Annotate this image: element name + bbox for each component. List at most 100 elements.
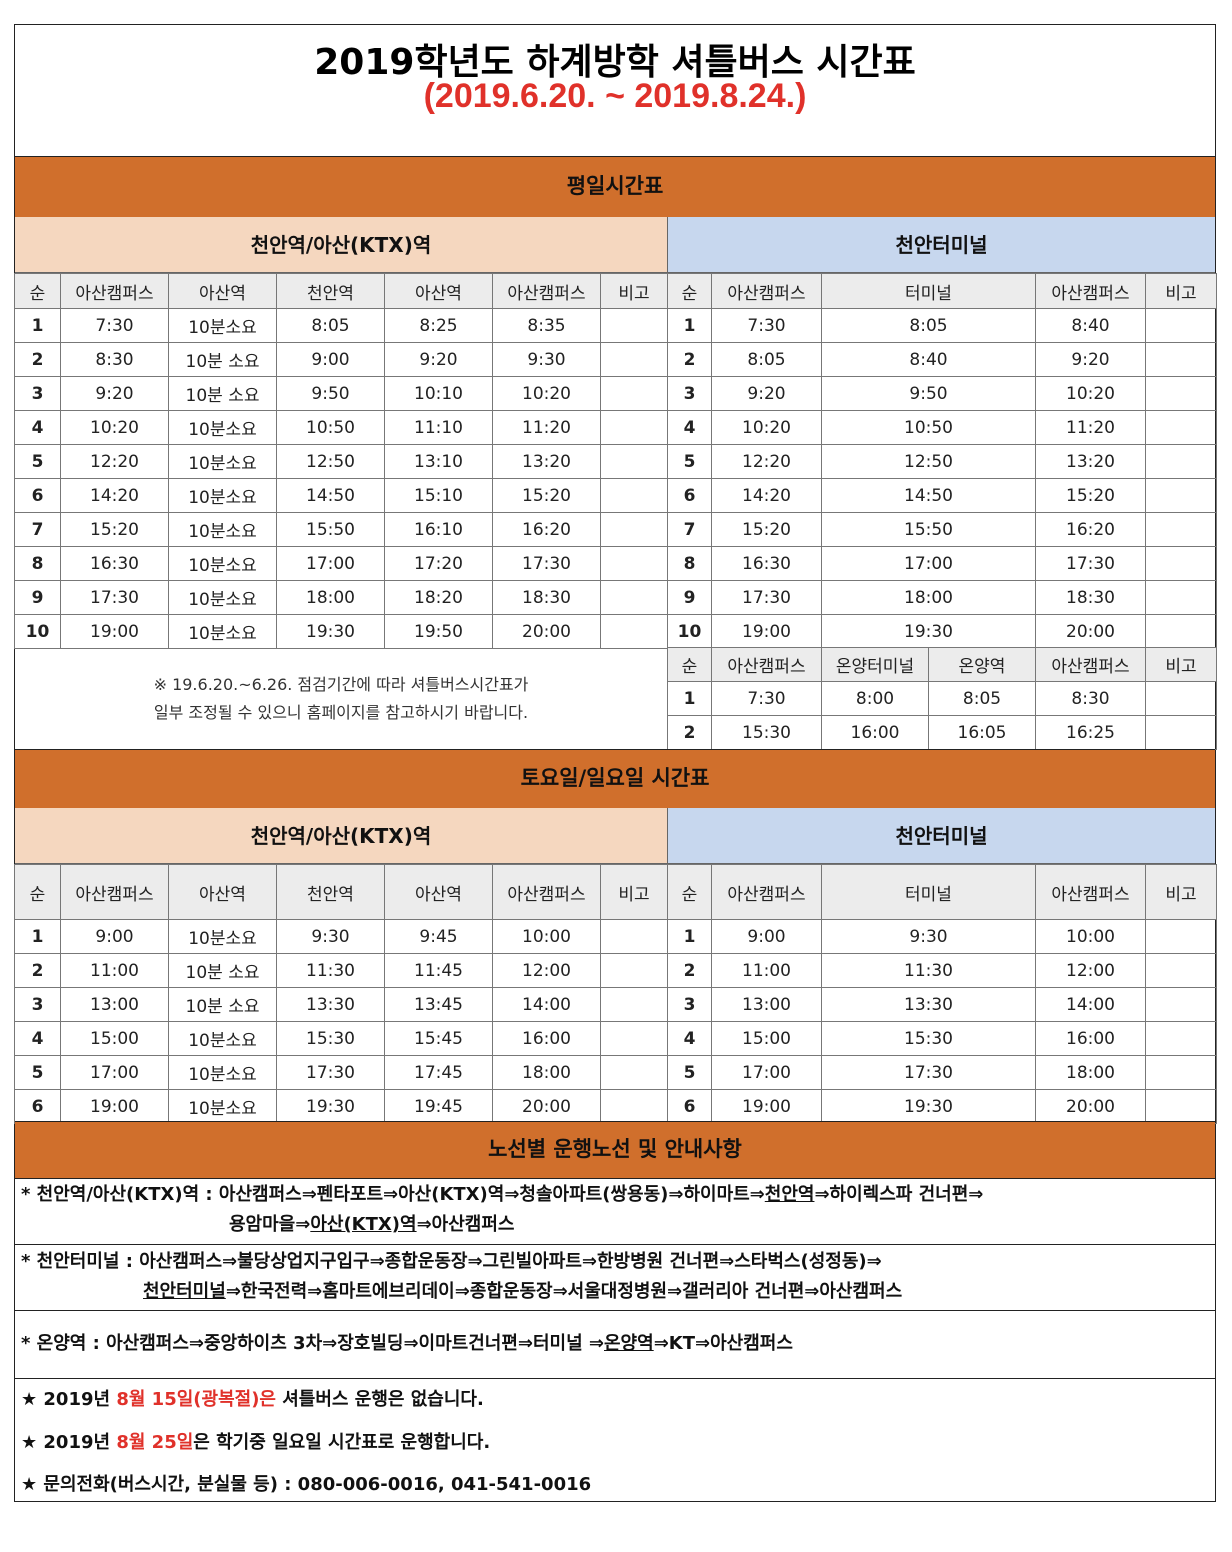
table-cell: 5 bbox=[667, 444, 712, 479]
table-cell: 16:20 bbox=[492, 512, 601, 547]
notice-sunday-b: 은 학기중 일요일 시간표로 운행합니다. bbox=[193, 1432, 491, 1453]
table-cell: 17:30 bbox=[1035, 546, 1146, 581]
table-cell: 10분소요 bbox=[168, 512, 277, 547]
table-row: 6 14:20 10분소요 14:50 15:10 15:20 bbox=[14, 478, 668, 513]
table-cell: 15:20 bbox=[492, 478, 601, 513]
table-cell: 18:30 bbox=[492, 580, 601, 615]
table-cell: 9:50 bbox=[821, 376, 1036, 411]
table-row: 2 11:00 11:30 12:00 bbox=[667, 953, 1217, 988]
table-cell: 10:00 bbox=[492, 919, 601, 954]
header-row: 순 아산캠퍼스 온양터미널 온양역 아산캠퍼스 비고 bbox=[667, 647, 1217, 682]
table-cell: 8:05 bbox=[711, 342, 822, 377]
header-row: 순 아산캠퍼스 터미널 아산캠퍼스 비고 bbox=[667, 864, 1217, 920]
notice-holiday-b: 셔틀버스 운행은 없습니다. bbox=[275, 1389, 484, 1410]
notice-contact: ★ 문의전화(버스시간, 분실물 등) : 080-006-0016, 041-… bbox=[21, 1474, 592, 1495]
table-cell: 13:30 bbox=[821, 987, 1036, 1022]
table-cell: 2 bbox=[14, 342, 61, 377]
table-cell bbox=[1145, 478, 1217, 513]
route-onyang: * 온양역 : 아산캠퍼스⇒중앙하이츠 3차⇒장호빌딩⇒이마트건너편⇒터미널 ⇒… bbox=[15, 1310, 1215, 1378]
table-cell bbox=[1145, 987, 1217, 1022]
table-row: 4 15:00 15:30 16:00 bbox=[667, 1021, 1217, 1056]
table-cell: 9:30 bbox=[492, 342, 601, 377]
table-row: 1 7:30 8:05 8:40 bbox=[667, 308, 1217, 343]
table-cell: 16:00 bbox=[492, 1021, 601, 1056]
table-cell: 13:30 bbox=[276, 987, 385, 1022]
column-header: 순 bbox=[14, 864, 61, 920]
table-cell: 10 bbox=[14, 614, 61, 649]
table-cell: 19:00 bbox=[60, 1089, 169, 1124]
table-cell: 9:20 bbox=[384, 342, 493, 377]
table-cell: 14:50 bbox=[276, 478, 385, 513]
weekday-terminal-label: 천안터미널 bbox=[667, 217, 1215, 273]
table-cell: 16:00 bbox=[821, 715, 929, 750]
table-cell: 15:45 bbox=[384, 1021, 493, 1056]
table-cell: 11:20 bbox=[492, 410, 601, 445]
table-row: 2 15:30 16:00 16:05 16:25 bbox=[667, 715, 1217, 750]
table-cell: 8:00 bbox=[821, 681, 929, 716]
table-cell: 9:20 bbox=[60, 376, 169, 411]
column-header: 아산캠퍼스 bbox=[1035, 647, 1146, 682]
table-row: 4 10:20 10:50 11:20 bbox=[667, 410, 1217, 445]
column-header: 아산캠퍼스 bbox=[711, 864, 822, 920]
column-header: 아산캠퍼스 bbox=[60, 273, 169, 309]
column-header: 순 bbox=[14, 273, 61, 309]
table-cell: 15:50 bbox=[821, 512, 1036, 547]
table-cell: 4 bbox=[14, 410, 61, 445]
table-cell bbox=[1145, 444, 1217, 479]
table-cell: 15:30 bbox=[276, 1021, 385, 1056]
table-cell: 9:20 bbox=[711, 376, 822, 411]
notice-holiday: ★ 2019년 8월 15일(광복절)은 셔틀버스 운행은 없습니다. bbox=[21, 1385, 484, 1411]
table-cell: 13:10 bbox=[384, 444, 493, 479]
title-block: 2019학년도 하계방학 셔틀버스 시간표 (2019.6.20. ~ 2019… bbox=[15, 25, 1215, 157]
table-cell bbox=[600, 342, 668, 377]
route-ktx-line2a: 용암마을⇒ bbox=[229, 1214, 311, 1235]
table-cell: 15:20 bbox=[1035, 478, 1146, 513]
table-cell: 12:00 bbox=[492, 953, 601, 988]
table-cell: 14:00 bbox=[1035, 987, 1146, 1022]
table-cell: 18:30 bbox=[1035, 580, 1146, 615]
table-row: 3 13:00 10분 소요 13:30 13:45 14:00 bbox=[14, 987, 668, 1022]
route-terminal-line2b: ⇒한국전력⇒홈마트에브리데이⇒종합운동장⇒서울대정병원⇒갤러리아 건너편⇒아산캠… bbox=[225, 1281, 903, 1302]
table-row: 5 12:20 12:50 13:20 bbox=[667, 444, 1217, 479]
table-cell: 18:00 bbox=[821, 580, 1036, 615]
table-cell: 8 bbox=[667, 546, 712, 581]
table-cell bbox=[1145, 308, 1217, 343]
table-cell: 12:00 bbox=[1035, 953, 1146, 988]
table-cell: 7:30 bbox=[60, 308, 169, 343]
table-cell: 12:20 bbox=[60, 444, 169, 479]
route-onyang-stop: 온양역 bbox=[604, 1333, 654, 1354]
table-cell: 13:45 bbox=[384, 987, 493, 1022]
table-cell: 9:20 bbox=[1035, 342, 1146, 377]
table-cell: 10:20 bbox=[60, 410, 169, 445]
table-row: 3 9:20 10분 소요 9:50 10:10 10:20 bbox=[14, 376, 668, 411]
table-cell: 17:30 bbox=[821, 1055, 1036, 1090]
table-row: 7 15:20 10분소요 15:50 16:10 16:20 bbox=[14, 512, 668, 547]
table-cell bbox=[1145, 681, 1217, 716]
weekday-terminal-table: 순 아산캠퍼스 터미널 아산캠퍼스 비고 1 7:30 8:05 8:40 2 8:05 8:40 9:… bbox=[667, 273, 1217, 649]
table-cell bbox=[1145, 376, 1217, 411]
column-header: 비고 bbox=[1145, 647, 1217, 682]
table-cell: 16:20 bbox=[1035, 512, 1146, 547]
route-terminal-line1: * 천안터미널 : 아산캠퍼스⇒불당상업지구입구⇒종합운동장⇒그린빌아파트⇒한방… bbox=[21, 1251, 882, 1272]
table-cell: 12:50 bbox=[276, 444, 385, 479]
table-row: 6 19:00 10분소요 19:30 19:45 20:00 bbox=[14, 1089, 668, 1124]
table-cell: 16:00 bbox=[1035, 1021, 1146, 1056]
table-cell: 10분 소요 bbox=[168, 953, 277, 988]
table-cell: 5 bbox=[14, 444, 61, 479]
route-ktx-line2: 용암마을⇒아산(KTX)역⇒아산캠퍼스 bbox=[21, 1210, 1215, 1240]
table-row: 5 12:20 10분소요 12:50 13:10 13:20 bbox=[14, 444, 668, 479]
table-cell bbox=[600, 512, 668, 547]
table-cell: 4 bbox=[14, 1021, 61, 1056]
table-cell: 13:20 bbox=[492, 444, 601, 479]
table-row: 6 19:00 19:30 20:00 bbox=[667, 1089, 1217, 1124]
table-cell: 17:30 bbox=[60, 580, 169, 615]
table-row: 6 14:20 14:50 15:20 bbox=[667, 478, 1217, 513]
table-cell: 20:00 bbox=[492, 1089, 601, 1124]
table-cell bbox=[1145, 715, 1217, 750]
notice-holiday-date: 8월 15일(광복절)은 bbox=[116, 1389, 276, 1410]
table-cell: 12:50 bbox=[821, 444, 1036, 479]
table-cell: 10분소요 bbox=[168, 1021, 277, 1056]
table-cell: 10분소요 bbox=[168, 580, 277, 615]
table-cell: 5 bbox=[14, 1055, 61, 1090]
column-header: 천안역 bbox=[276, 864, 385, 920]
